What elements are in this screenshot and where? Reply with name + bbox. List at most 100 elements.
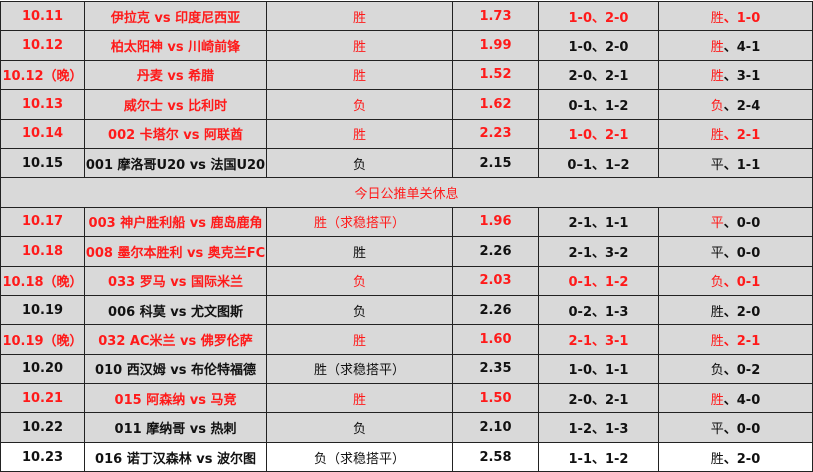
actual-result-cell: 负、2-4 [658,89,813,120]
match-cell: 032 AC米兰 vs 佛罗伦萨 [84,324,267,355]
table-row: 10.22 011 摩纳哥 vs 热刺负 2.10 1-2、1-3 平、0-0 [0,412,813,443]
result-outcome: 胜 [710,40,724,56]
separator-row: 今日公推单关休息 [0,177,813,208]
date-cell: 10.17 [0,206,85,238]
table-row: 10.11 伊拉克 vs 印度尼西亚胜 1.73 1-0、2-0 胜、1-0 [0,0,813,32]
result-score: 、1-0 [723,10,761,26]
score-picks-cell: 2-0、2-1 [538,59,659,91]
table-row: 10.20 010 西汉姆 vs 布伦特福德 胜（求稳搭平） 2.35 1-0、1-1 负… [0,353,813,385]
result-outcome: 胜 [710,333,724,349]
pick-cell: 负（求稳搭平） [266,441,453,472]
table-row: 10.12（晚） 丹麦 vs 希腊胜 1.52 2-0、2-1 胜、3-1 [0,59,813,91]
date-cell: 10.19 [0,294,85,326]
pick-cell: 胜 [266,118,453,149]
score-picks-cell: 1-0、2-1 [538,118,659,149]
result-score: 、2-1 [723,333,761,349]
result-score: 、4-0 [723,392,761,408]
score-picks-cell: 1-0、2-0 [538,0,659,32]
odds-cell: 2.35 [452,353,539,385]
score-picks-cell: 2-1、1-1 [538,206,659,238]
date-cell: 10.22 [0,412,85,443]
result-outcome: 胜 [710,128,724,144]
result-score: 、1-1 [723,157,761,173]
result-outcome: 胜 [710,392,724,408]
table-row: 10.14 002 卡塔尔 vs 阿联酋胜 2.23 1-0、2-1 胜、2-1 [0,118,813,149]
odds-cell: 1.50 [452,383,539,414]
result-outcome: 胜 [710,451,724,467]
result-outcome: 负 [710,98,724,114]
odds-cell: 1.96 [452,206,539,238]
date-cell: 10.18 [0,236,85,267]
pick-cell: 胜 [266,0,453,32]
result-score: 、0-0 [723,216,761,232]
result-score: 、0-1 [723,275,761,291]
table-row: 10.23 016 诺丁汉森林 vs 波尔图 负（求稳搭平） 2.58 1-1、1-2 胜… [0,441,813,472]
match-cell: 011 摩纳哥 vs 热刺 [84,412,267,443]
result-outcome: 胜 [710,69,724,85]
match-cell: 柏太阳神 vs 川崎前锋 [84,30,267,61]
match-cell: 伊拉克 vs 印度尼西亚 [84,0,267,32]
score-picks-cell: 0–1、1–2 [538,147,659,179]
actual-result-cell: 负、0-1 [658,265,813,296]
date-cell: 10.19（晚） [0,324,85,355]
result-outcome: 平 [710,422,724,438]
result-score: 、4-1 [723,40,761,56]
result-outcome: 平 [710,245,724,261]
actual-result-cell: 胜、2-1 [658,324,813,355]
match-cell: 丹麦 vs 希腊 [84,59,267,91]
pick-cell: 胜 [266,30,453,61]
score-picks-cell: 2-1、3-2 [538,236,659,267]
result-score: 、0-2 [723,363,761,379]
pick-cell: 胜（求稳搭平） [266,206,453,238]
score-picks-cell: 1-2、1-3 [538,412,659,443]
match-cell: 010 西汉姆 vs 布伦特福德 [84,353,267,385]
date-cell: 10.12（晚） [0,59,85,91]
pick-cell: 胜（求稳搭平） [266,353,453,385]
match-cell: 威尔士 vs 比利时 [84,89,267,120]
actual-result-cell: 胜、2-0 [658,294,813,326]
odds-cell: 1.52 [452,59,539,91]
pick-cell: 负 [266,412,453,443]
actual-result-cell: 平、1-1 [658,147,813,179]
result-outcome: 胜 [710,304,724,320]
result-outcome: 负 [710,275,724,291]
odds-cell: 1.62 [452,89,539,120]
result-score: 、2-0 [723,451,761,467]
result-outcome: 平 [710,157,724,173]
date-cell: 10.21 [0,383,85,414]
date-cell: 10.20 [0,353,85,385]
table-row: 10.18 008 墨尔本胜利 vs 奥克兰FC 胜 2.26 2-1、3-2 平、0-0 [0,236,813,267]
match-cell: 015 阿森纳 vs 马竞 [84,383,267,414]
odds-cell: 2.10 [452,412,539,443]
date-cell: 10.13 [0,89,85,120]
score-picks-cell: 2-1、3-1 [538,324,659,355]
pick-cell: 胜 [266,59,453,91]
actual-result-cell: 胜、3-1 [658,59,813,91]
result-score: 、2-1 [723,128,761,144]
score-picks-cell: 1-1、1-2 [538,441,659,472]
result-score: 、2-0 [723,304,761,320]
pick-cell: 胜 [266,236,453,267]
result-outcome: 胜 [710,10,724,26]
odds-cell: 2.15 [452,147,539,179]
pick-cell: 负 [266,89,453,120]
score-picks-cell: 2-0、2-1 [538,383,659,414]
pick-cell: 胜 [266,324,453,355]
odds-cell: 1.99 [452,30,539,61]
odds-cell: 2.03 [452,265,539,296]
pick-cell: 负 [266,265,453,296]
result-outcome: 平 [710,216,724,232]
odds-cell: 2.58 [452,441,539,472]
date-cell: 10.15 [0,147,85,179]
table-row: 10.13 威尔士 vs 比利时负 1.62 0-1、1-2 负、2-4 [0,89,813,120]
actual-result-cell: 负、0-2 [658,353,813,385]
odds-cell: 1.60 [452,324,539,355]
result-score: 、0-0 [723,245,761,261]
actual-result-cell: 胜、1-0 [658,0,813,32]
result-score: 、0-0 [723,422,761,438]
pick-cell: 负 [266,147,453,179]
odds-cell: 1.73 [452,0,539,32]
odds-cell: 2.26 [452,236,539,267]
table-row: 10.21 015 阿森纳 vs 马竞胜 1.50 2-0、2-1 胜、4-0 [0,383,813,414]
